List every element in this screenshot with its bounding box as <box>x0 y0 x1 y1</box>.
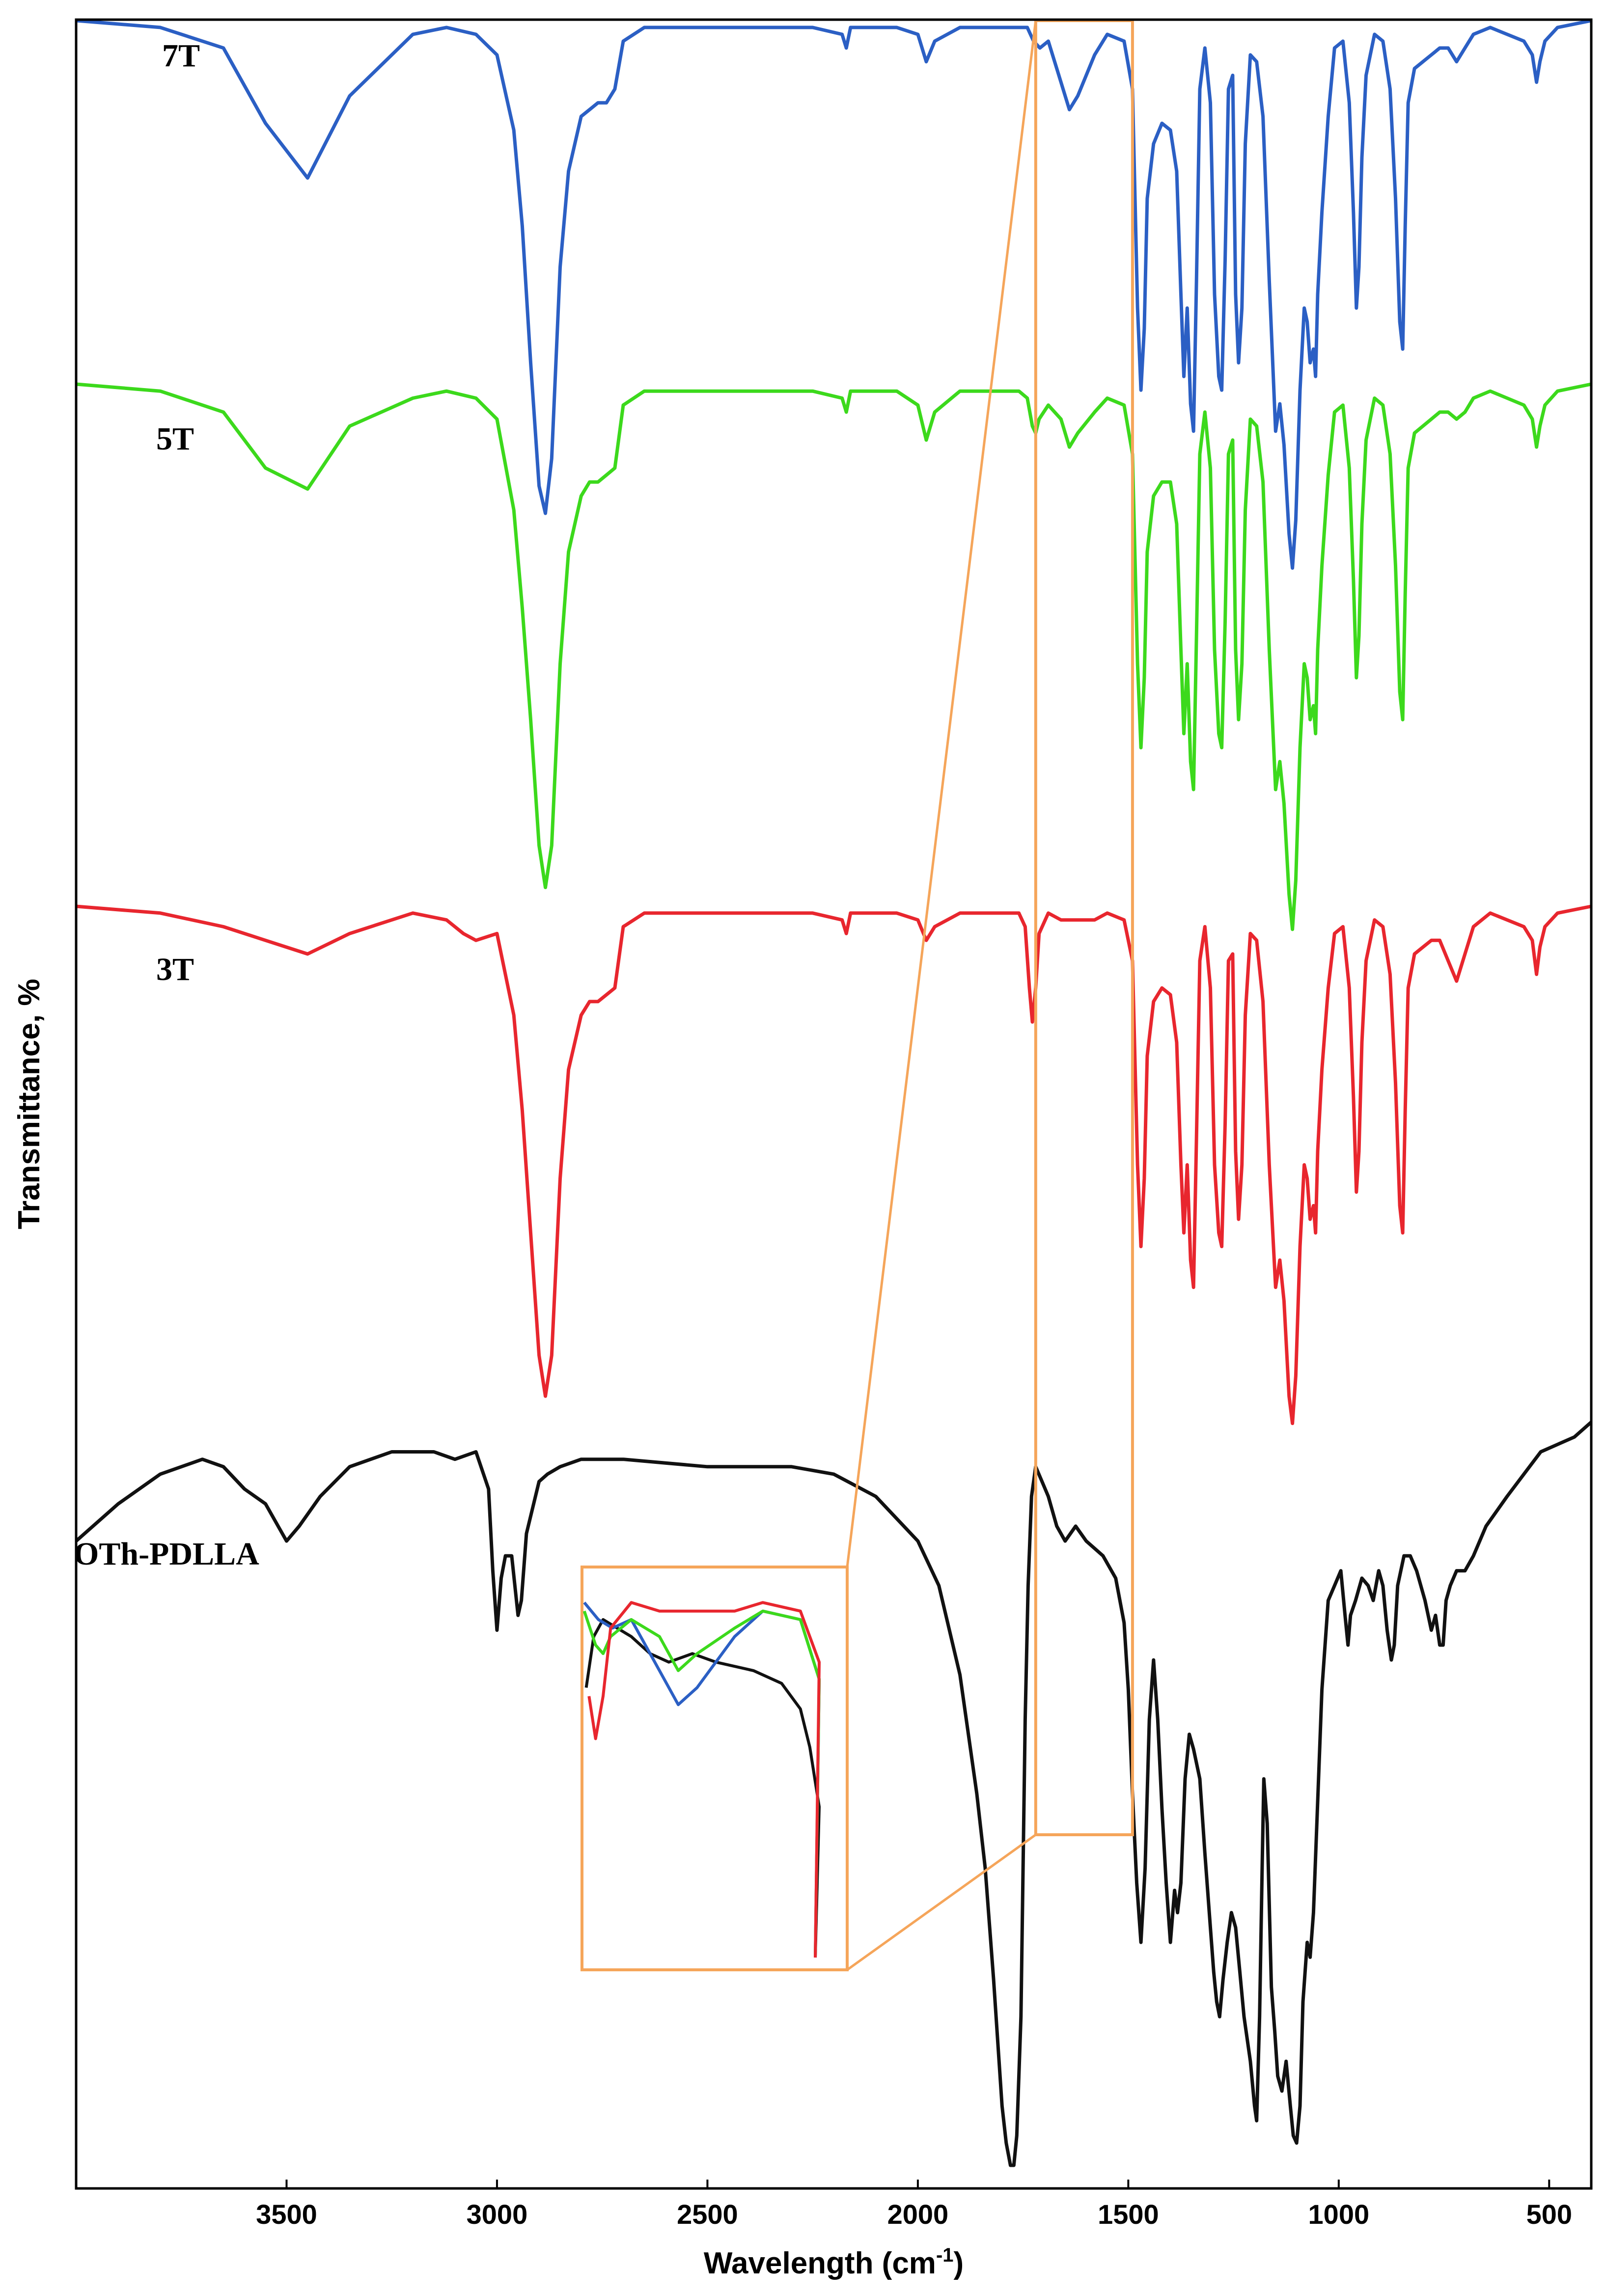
x-axis-title-close: ) <box>954 2246 964 2280</box>
series-label-1: 5T <box>156 421 194 457</box>
x-tick-label-6: 500 <box>1526 2199 1572 2230</box>
x-tick-label-2: 2500 <box>677 2199 738 2230</box>
inset-series-line-2 <box>587 1601 821 1958</box>
series-layer <box>75 19 1593 2167</box>
x-axis-title-sup: -1 <box>936 2244 954 2266</box>
series-label-0: 7T <box>162 38 200 74</box>
x-tick-label-5: 1000 <box>1308 2199 1370 2230</box>
y-axis-title: Transmittance, % <box>12 979 46 1230</box>
series-label-2: 3T <box>156 952 194 987</box>
series-label-3: OTh-PDLLA <box>74 1536 259 1572</box>
x-tick-label-4: 1500 <box>1098 2199 1159 2230</box>
plot-frame <box>75 18 1593 2190</box>
inset-layer <box>581 1566 849 1971</box>
series-line-2 <box>76 904 1592 1426</box>
series-line-3 <box>75 1421 1593 2167</box>
x-axis-title-main: Wavelength (cm <box>704 2246 936 2280</box>
series-line-1 <box>76 382 1592 931</box>
zoom-connector-0 <box>846 20 1037 1568</box>
x-axis-title: Wavelength (cm-1) <box>704 2244 964 2280</box>
x-tick-label-1: 3000 <box>467 2199 528 2230</box>
x-tick-label-3: 2000 <box>887 2199 949 2230</box>
x-axis-ticks: 3500 3000 2500 2000 1500 1000 500 <box>256 2180 1572 2230</box>
inset-series-line-3 <box>584 1618 821 1958</box>
series-labels: 7T 5T 3T OTh-PDLLA <box>74 38 259 1572</box>
zoom-connector-1 <box>846 1833 1037 1971</box>
inset-box <box>581 1566 849 1971</box>
x-tick-label-0: 3500 <box>256 2199 317 2230</box>
inset-series-line-1 <box>582 1609 821 1958</box>
series-line-0 <box>76 19 1592 570</box>
